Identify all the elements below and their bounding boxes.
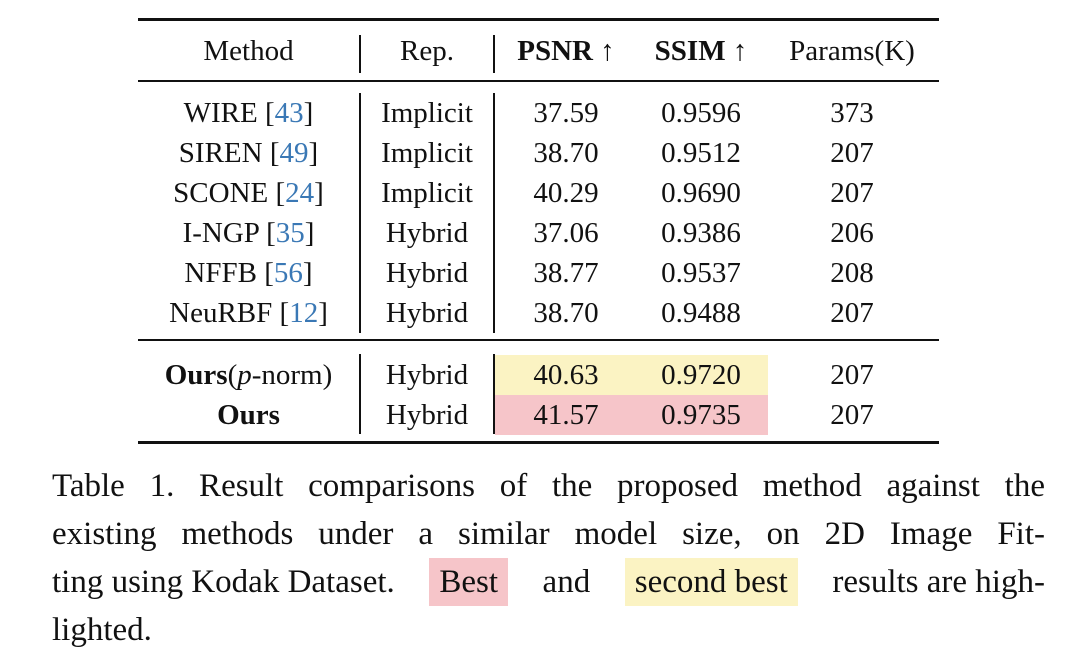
- table-cell-ssim: 0.9690: [661, 177, 741, 209]
- caption-best-swatch: Best: [429, 558, 508, 606]
- caption-and: and: [542, 564, 591, 600]
- table-cell-method: NeuRBF [12]: [169, 297, 328, 329]
- method-name: WIRE: [183, 97, 258, 129]
- table-cell-psnr: 38.70: [533, 137, 599, 169]
- vline-rep-psnr-ours: [493, 354, 495, 434]
- table-cell-params: 207: [830, 177, 874, 209]
- method-name: SCONE: [173, 177, 269, 209]
- table-cell-ssim: 0.9512: [661, 137, 741, 169]
- second-best-highlight: [495, 355, 768, 395]
- caption-line-4: lighted.: [52, 612, 152, 648]
- header-method: Method: [203, 35, 294, 67]
- ours-psnr: 41.57: [533, 399, 599, 431]
- table-cell-method: WIRE [43]: [183, 97, 314, 129]
- table-cell-rep: Hybrid: [385, 297, 469, 329]
- vline-method-rep-ours: [359, 354, 361, 434]
- ours-separator-rule: [138, 339, 939, 341]
- table-cell-psnr: 38.70: [533, 297, 599, 329]
- table-cell-rep: Implicit: [381, 177, 473, 209]
- table-cell-psnr: 37.59: [533, 97, 599, 129]
- table-cell-rep: Implicit: [381, 137, 473, 169]
- caption-text-post: results are high-: [832, 564, 1045, 600]
- citation-link[interactable]: 35: [275, 217, 305, 249]
- caption-line-2: existing methods under a similar model s…: [52, 516, 1045, 552]
- ours-params: 207: [830, 399, 874, 431]
- table-cell-ssim: 0.9488: [661, 297, 741, 329]
- ours-pnorm-psnr: 40.63: [533, 359, 599, 391]
- method-name: NeuRBF: [169, 297, 273, 329]
- citation-link[interactable]: 49: [279, 137, 309, 169]
- method-name: SIREN: [178, 137, 263, 169]
- bottom-rule: [138, 441, 939, 444]
- vline-method-rep: [359, 35, 361, 73]
- method-name: I-NGP: [182, 217, 259, 249]
- table-cell-ssim: 0.9386: [661, 217, 741, 249]
- ours-pnorm-ssim: 0.9720: [661, 359, 741, 391]
- table-cell-psnr: 38.77: [533, 257, 599, 289]
- table-cell-params: 207: [830, 297, 874, 329]
- table-cell-psnr: 37.06: [533, 217, 599, 249]
- ours-pnorm-params: 207: [830, 359, 874, 391]
- ours-pnorm-rep: Hybrid: [385, 359, 469, 391]
- citation-link[interactable]: 24: [285, 177, 315, 209]
- vline-method-rep-body: [359, 93, 361, 333]
- caption-text-pre: ting using Kodak Dataset.: [52, 564, 395, 600]
- table-caption: Table 1. Result comparisons of the propo…: [52, 462, 1045, 654]
- caption-line-1: Table 1. Result comparisons of the propo…: [52, 468, 1045, 504]
- table-cell-method: SIREN [49]: [178, 137, 319, 169]
- citation-link[interactable]: 12: [289, 297, 319, 329]
- best-highlight: [495, 395, 768, 435]
- table-cell-ssim: 0.9537: [661, 257, 741, 289]
- header-params: Params(K): [789, 35, 915, 67]
- caption-line-3: ting using Kodak Dataset. Best and secon…: [52, 558, 1045, 606]
- header-psnr: PSNR ↑: [517, 35, 615, 67]
- table-cell-method: NFFB [56]: [184, 257, 313, 289]
- caption-second-best-swatch: second best: [624, 558, 798, 606]
- table-cell-rep: Hybrid: [385, 217, 469, 249]
- table-cell-params: 208: [830, 257, 874, 289]
- table-cell-params: 373: [830, 97, 874, 129]
- table-cell-method: I-NGP [35]: [182, 217, 315, 249]
- method-name: NFFB: [184, 257, 257, 289]
- header-ssim: SSIM ↑: [654, 35, 748, 67]
- table-cell-rep: Implicit: [381, 97, 473, 129]
- citation-link[interactable]: 43: [274, 97, 304, 129]
- top-rule: [138, 18, 939, 21]
- vline-rep-psnr: [493, 35, 495, 73]
- citation-link[interactable]: 56: [273, 257, 303, 289]
- ours-ssim: 0.9735: [661, 399, 741, 431]
- table-cell-method: SCONE [24]: [173, 177, 324, 209]
- ours-rep: Hybrid: [385, 399, 469, 431]
- ours-pnorm-method: Ours(p-norm): [164, 359, 333, 391]
- header-rule: [138, 80, 939, 82]
- vline-rep-psnr-body: [493, 93, 495, 333]
- table-cell-ssim: 0.9596: [661, 97, 741, 129]
- table-cell-params: 207: [830, 137, 874, 169]
- table-cell-rep: Hybrid: [385, 257, 469, 289]
- table-cell-params: 206: [830, 217, 874, 249]
- ours-method: Ours: [217, 399, 280, 431]
- table-cell-psnr: 40.29: [533, 177, 599, 209]
- header-rep: Rep.: [400, 35, 454, 67]
